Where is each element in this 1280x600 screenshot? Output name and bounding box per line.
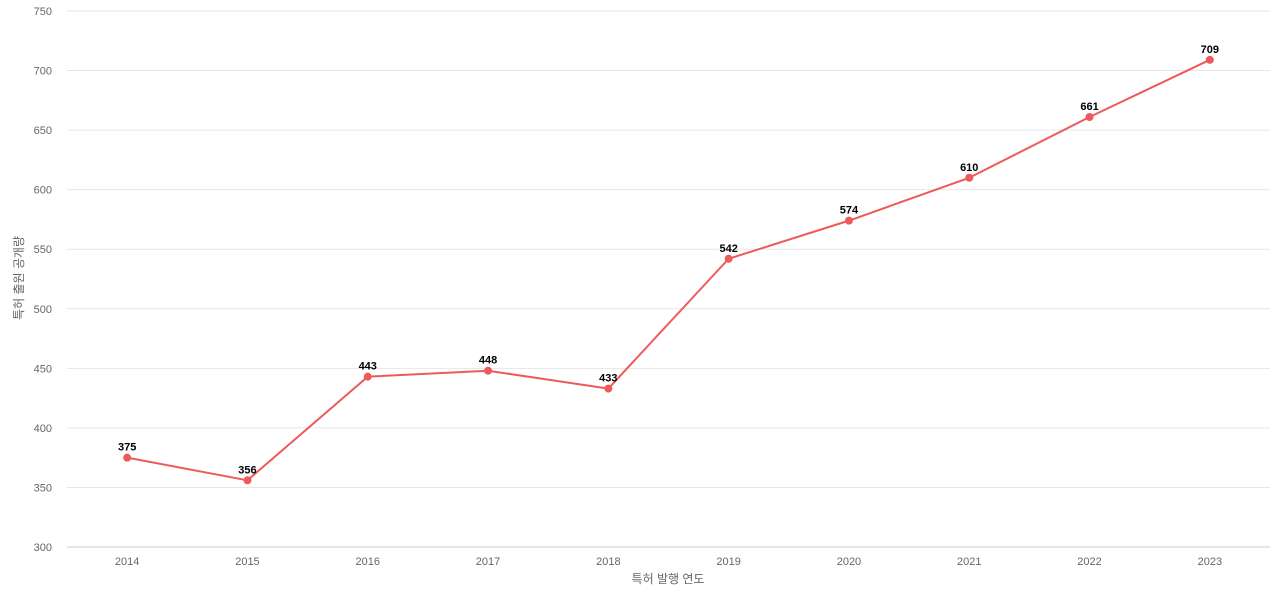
data-point-2021[interactable] — [965, 173, 974, 182]
y-tick-label: 350 — [34, 482, 52, 494]
x-tick-label: 2019 — [716, 556, 740, 568]
y-tick-label: 700 — [34, 66, 52, 78]
x-tick-label: 2020 — [837, 556, 861, 568]
data-labels-layer: 375 356 443 448 433 542 574 610 661 709 — [118, 44, 1219, 476]
y-tick-label: 650 — [34, 125, 52, 137]
grid-layer — [67, 10, 1270, 548]
data-label-2016: 443 — [359, 361, 377, 373]
x-tick-label: 2023 — [1198, 556, 1222, 568]
data-point-2015[interactable] — [243, 476, 252, 485]
y-tick-label: 500 — [34, 304, 52, 316]
y-tick-label: 600 — [34, 185, 52, 197]
series-line — [126, 58, 1211, 482]
x-axis-ticks: 2014 2015 2016 2017 2018 2019 2020 2021 2022 2023 — [115, 556, 1222, 568]
x-axis-title: 특허 발행 연도 — [632, 571, 705, 586]
data-point-2016[interactable] — [363, 372, 372, 381]
data-label-2019: 542 — [719, 243, 737, 255]
y-tick-label: 400 — [34, 423, 52, 435]
data-label-2020: 574 — [840, 205, 859, 217]
data-label-2017: 448 — [479, 355, 497, 367]
y-axis-title: 특허 출원 공개량 — [12, 236, 26, 320]
data-point-2019[interactable] — [724, 254, 733, 263]
series-layer — [123, 55, 1214, 485]
data-label-2021: 610 — [960, 162, 978, 174]
data-point-2022[interactable] — [1085, 113, 1094, 122]
data-point-2017[interactable] — [484, 366, 493, 375]
data-label-2023: 709 — [1201, 44, 1219, 56]
y-tick-label: 450 — [34, 363, 52, 375]
x-tick-label: 2017 — [476, 556, 500, 568]
x-tick-label: 2018 — [596, 556, 620, 568]
y-tick-label: 300 — [34, 542, 52, 554]
x-tick-label: 2015 — [235, 556, 259, 568]
data-label-2018: 433 — [599, 373, 617, 385]
data-label-2022: 661 — [1080, 101, 1098, 113]
x-tick-label: 2021 — [957, 556, 981, 568]
data-point-2014[interactable] — [123, 453, 132, 462]
x-tick-label: 2014 — [115, 556, 139, 568]
data-point-2020[interactable] — [844, 216, 853, 225]
x-tick-label: 2016 — [356, 556, 380, 568]
x-tick-label: 2022 — [1077, 556, 1101, 568]
y-axis-ticks: 300 350 400 450 500 550 600 650 700 750 — [34, 6, 52, 554]
data-label-2014: 375 — [118, 442, 136, 454]
y-tick-label: 550 — [34, 244, 52, 256]
y-tick-label: 750 — [34, 6, 52, 18]
data-point-2018[interactable] — [604, 384, 613, 393]
data-point-2023[interactable] — [1205, 55, 1214, 64]
data-label-2015: 356 — [238, 464, 256, 476]
